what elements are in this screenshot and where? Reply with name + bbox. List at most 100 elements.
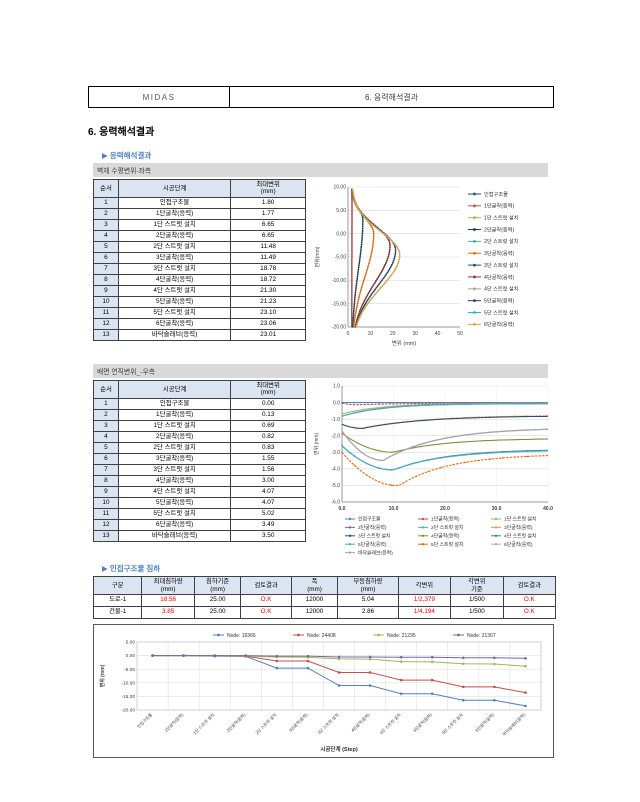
row-index-cell: 3 [93,419,119,432]
row-index-cell: 7 [93,262,119,275]
value-cell: O.K [240,606,292,620]
svg-text:2단 스트럿 설치: 2단 스트럿 설치 [484,237,519,245]
svg-text:30.0: 30.0 [492,506,502,512]
stage-name-cell: 4단 스트럿 설치 [117,284,232,297]
stage-name-cell: 6단굴착(응력) [117,317,232,330]
adjacent-settlement-svg: 5.00 0.00 -5.00 -10.00 -15.00 -20.00 변위 (mm) No… [99,633,542,753]
table-row: 2 1단굴착(응력) 1.77 [93,207,306,220]
table-row: 3 1단 스트럿 설치 0.69 [93,419,306,432]
svg-text:-5.0: -5.0 [331,483,340,489]
stage-name-cell: 4단 스트럿 설치 [117,485,232,498]
back-block: 순서 시공단계 최대변위 (mm) 1 인접구조물 0.00 2 1단굴착(응력) 0.13 3 1… [93,380,558,555]
value-cell: 12000 [290,606,339,620]
table-row: 9 4단 스트럿 설치 4.07 [93,485,306,498]
svg-text:-1.0: -1.0 [331,417,340,423]
stage-name-cell: 1단굴착(응력) [117,207,232,220]
max-displacement-cell: 18.78 [230,262,306,275]
max-displacement-cell: 1.80 [230,196,306,209]
svg-text:2단굴착(응력): 2단굴착(응력) [225,711,248,734]
report-page: MIDAS 6. 응력해석결과 6. 응력해석결과 ▶ 응력해석결과 벽체 수평… [88,86,558,759]
svg-text:4단 스트럿 설치: 4단 스트럿 설치 [378,711,403,736]
column-header: 시공단계 [117,179,232,198]
table-row: 9 4단 스트럿 설치 21.30 [93,284,306,297]
max-displacement-cell: 11.49 [230,251,306,264]
stage-name-cell: 5단굴착(응력) [117,295,232,308]
header-logo-text: MIDAS [89,87,230,107]
svg-text:-15.00: -15.00 [332,301,346,307]
table-row: 10 5단굴착(응력) 21.23 [93,295,306,308]
svg-text:5단굴착(응력): 5단굴착(응력) [411,711,434,734]
svg-text:-6.0: -6.0 [331,500,340,506]
svg-text:0: 0 [347,331,350,337]
max-displacement-cell: 3.49 [230,518,306,531]
svg-text:5단 스트럿 설치: 5단 스트럿 설치 [440,711,465,736]
adjacent-settlement-chart: 5.00 0.00 -5.00 -10.00 -15.00 -20.00 변위 (mm) No… [95,628,552,754]
stage-name-cell: 2단굴착(응력) [117,229,232,242]
stage-name-cell: 바닥슬래브(응력) [117,328,232,341]
table-row: 8 4단굴착(응력) 3.00 [93,474,306,487]
svg-text:6단굴착(응력): 6단굴착(응력) [484,320,514,328]
column-header: 시공단계 [117,380,232,399]
svg-text:1단 스트럿 설치: 1단 스트럿 설치 [192,711,217,736]
row-index-cell: 4 [93,430,119,443]
svg-text:인접구조물: 인접구조물 [484,190,508,198]
max-displacement-cell: 21.23 [230,295,306,308]
svg-text:-15.00: -15.00 [121,694,135,700]
svg-text:4단굴착(응력): 4단굴착(응력) [484,273,514,281]
column-header: 최대변위 (mm) [230,179,306,198]
svg-text:3단 스트럿 설치: 3단 스트럿 설치 [358,533,390,540]
max-displacement-cell: 6.65 [230,229,306,242]
value-cell: 1/2,379 [397,594,452,608]
value-cell: 3.85 [141,606,195,620]
svg-text:1단굴착(응력): 1단굴착(응력) [431,516,460,523]
row-index-cell: 10 [93,496,119,509]
max-displacement-cell: 0.82 [230,430,306,443]
max-displacement-cell: 5.02 [230,507,306,520]
column-header: 검토결과 [240,575,292,596]
max-displacement-cell: 4.07 [230,496,306,509]
svg-text:-10.00: -10.00 [332,278,346,284]
row-index-cell: 10 [93,295,119,308]
max-displacement-cell: 18.72 [230,273,306,286]
stage-name-cell: 4단굴착(응력) [117,474,232,487]
svg-text:5.00: 5.00 [336,208,346,214]
max-displacement-cell: 0.83 [230,441,306,454]
max-displacement-cell: 0.00 [230,397,306,410]
table-row: 4 2단굴착(응력) 6.65 [93,229,306,242]
stage-name-cell: 1단굴착(응력) [117,408,232,421]
table-row: 12 6단굴착(응력) 3.49 [93,518,306,531]
svg-text:20.0: 20.0 [440,506,450,512]
stage-name-cell: 3단굴착(응력) [117,251,232,264]
value-cell: 1/500 [450,606,504,620]
svg-text:2단 스트럿 설치: 2단 스트럿 설치 [431,524,463,531]
row-index-cell: 12 [93,518,119,531]
value-cell: 1/500 [450,594,504,608]
table-row: 5 2단 스트럿 설치 11.48 [93,240,306,253]
svg-text:4단굴착(응력): 4단굴착(응력) [431,533,460,540]
back-settlement-table: 순서 시공단계 최대변위 (mm) 1 인접구조물 0.00 2 1단굴착(응력) 0.13 3 1… [93,380,306,542]
stage-name-cell: 5단굴착(응력) [117,496,232,509]
value-cell: 25.00 [193,606,242,620]
stage-name-cell: 3단 스트럿 설치 [117,262,232,275]
svg-text:인접구조물: 인접구조물 [358,516,381,523]
svg-text:2단 스트럿 설치: 2단 스트럿 설치 [254,711,279,736]
back-settlement-svg: 1.00.0-1.0-2.0-3.0-4.0-5.0-6.00.0 10.0 20.… [313,384,553,555]
table-row: 1 인접구조물 1.80 [93,196,306,209]
wall-displacement-chart: 10.00 5.00 0.00 -5.00 -10.00 -15.00 -20.00 0 10 2… [312,179,558,357]
column-header: 검토결과 [502,575,557,596]
column-header: 부등침하량 (mm) [337,575,399,596]
value-cell: O.K [502,594,557,608]
column-header: 순서 [93,179,119,198]
table-row: 3 1단 스트럿 설치 6.65 [93,218,306,231]
svg-text:-4.0: -4.0 [331,467,340,473]
svg-text:1단 스트럿 설치: 1단 스트럿 설치 [484,214,519,222]
stage-name-cell: 5단 스트럿 설치 [117,507,232,520]
row-index-cell: 5 [93,441,119,454]
svg-text:시공단계 (Step): 시공단계 (Step) [320,745,358,753]
stage-name-cell: 2단굴착(응력) [117,430,232,443]
header-section-title: 6. 응력해석결과 [364,92,419,102]
table-row: 1 인접구조물 0.00 [93,397,306,410]
value-cell: 2.86 [337,606,399,620]
max-displacement-cell: 23.06 [230,317,306,330]
row-index-cell: 7 [93,463,119,476]
